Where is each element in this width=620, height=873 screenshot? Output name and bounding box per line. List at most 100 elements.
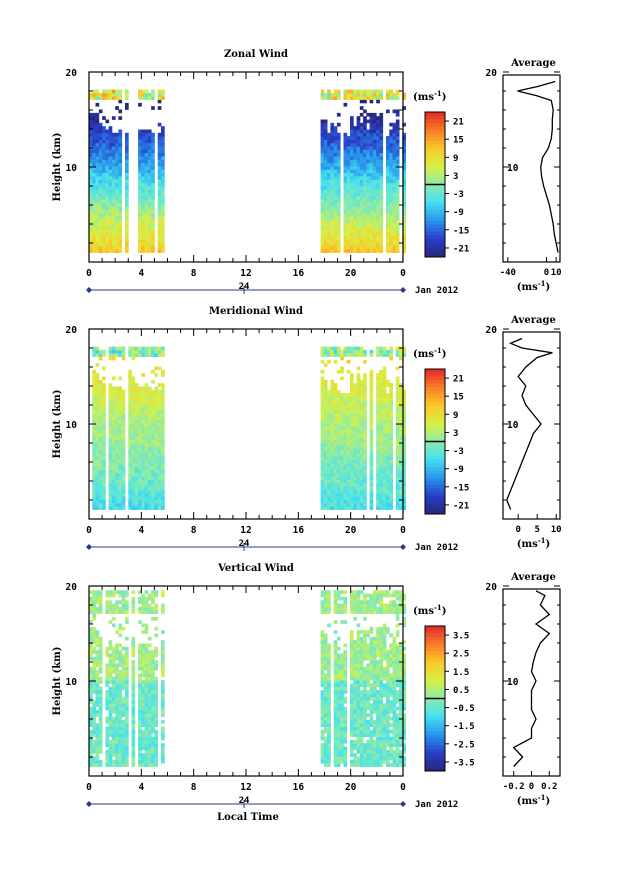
heatmap-cell [141, 492, 145, 497]
heatmap-cell [108, 212, 113, 217]
heatmap-cell [333, 359, 338, 364]
heatmap-cell [144, 469, 149, 474]
heatmap-cell [327, 759, 331, 764]
heatmap-cell [350, 232, 354, 237]
heatmap-cell [89, 683, 93, 688]
heatmap-cell [161, 753, 165, 757]
heatmap-cell [118, 590, 123, 594]
heatmap-cell [128, 502, 132, 507]
profile-y-tick-label: 10 [507, 420, 519, 431]
heatmap-cell [359, 479, 364, 484]
heatmap-cell [343, 676, 348, 681]
heatmap-cell [320, 482, 325, 487]
heatmap-cell [105, 209, 110, 213]
heatmap-cell [376, 389, 380, 394]
heatmap-cell [379, 349, 384, 354]
heatmap-cell [111, 433, 116, 437]
heatmap-cell [121, 476, 126, 480]
heatmap-cell [102, 96, 106, 100]
heatmap-cell [376, 176, 380, 180]
heatmap-cell [98, 156, 103, 160]
heatmap-cell [395, 139, 400, 144]
heatmap-cell [125, 102, 129, 107]
heatmap-cell [118, 166, 123, 170]
heatmap-cell [320, 139, 325, 144]
heatmap-cell [333, 759, 338, 764]
heatmap-cell [346, 182, 351, 187]
heatmap-cell [125, 670, 129, 674]
heatmap-cell [340, 369, 344, 374]
heatmap-cell [336, 683, 341, 688]
heatmap-cell [161, 670, 165, 674]
heatmap-cell [323, 186, 328, 190]
heatmap-cell [108, 229, 113, 233]
heatmap-cell [115, 680, 119, 684]
heatmap-cell [343, 149, 348, 154]
heatmap-cell [330, 176, 335, 180]
heatmap-cell [323, 245, 328, 250]
heatmap-cell [128, 403, 132, 407]
heatmap-cell [151, 600, 155, 604]
heatmap-cell [92, 486, 96, 490]
heatmap-cell [336, 96, 341, 100]
heatmap-cell [144, 409, 149, 414]
heatmap-cell [125, 212, 129, 217]
heatmap-cell [147, 439, 152, 444]
heatmap-cell [92, 159, 96, 164]
heatmap-cell [346, 349, 351, 354]
heatmap-cell [92, 763, 96, 767]
heatmap-cell [379, 215, 384, 220]
heatmap-cell [359, 399, 364, 404]
heatmap-cell [369, 149, 374, 154]
heatmap-cell [98, 703, 103, 707]
heatmap-cell [121, 486, 126, 490]
heatmap-cell [115, 696, 119, 701]
heatmap-cell [118, 433, 123, 437]
colorbar-tick-label: 9 [453, 411, 458, 421]
heatmap-cell [138, 179, 142, 184]
heatmap-cell [131, 643, 136, 648]
heatmap-cell [320, 456, 325, 460]
heatmap-cell [151, 696, 155, 701]
heatmap-cell [151, 700, 155, 704]
heatmap-cell [134, 492, 139, 497]
heatmap-cell [363, 235, 367, 240]
heatmap-cell [379, 413, 384, 417]
heatmap-cell [395, 129, 400, 134]
heatmap-cell [359, 199, 364, 203]
heatmap-cell [115, 656, 119, 661]
heatmap-cell [336, 763, 341, 767]
heatmap-cell [402, 416, 406, 421]
colorbar-segment [425, 394, 445, 399]
heatmap-cell [151, 729, 155, 734]
heatmap-cell [369, 459, 374, 464]
heatmap-cell [141, 245, 145, 250]
heatmap-cell [144, 159, 149, 164]
heatmap-cell [395, 423, 400, 427]
heatmap-cell [382, 383, 387, 387]
heatmap-cell [395, 446, 400, 450]
heatmap-cell [346, 436, 351, 441]
heatmap-cell [95, 162, 100, 167]
heatmap-cell [320, 215, 325, 220]
heatmap-cell [395, 92, 400, 97]
heatmap-cell [336, 369, 341, 374]
heatmap-cell [330, 239, 335, 243]
heatmap-cell [320, 176, 325, 180]
heatmap-cell [144, 590, 149, 594]
heatmap-cell [343, 729, 348, 734]
heatmap-cell [98, 146, 103, 150]
heatmap-cell [92, 743, 96, 747]
heatmap-cell [363, 423, 367, 427]
heatmap-cell [131, 663, 136, 668]
heatmap-cell [363, 182, 367, 187]
heatmap-cell [399, 393, 403, 397]
heatmap-cell [92, 202, 96, 207]
heatmap-cell [323, 492, 328, 497]
heatmap-cell [359, 166, 364, 170]
heatmap-cell [336, 156, 341, 160]
heatmap-cell [105, 670, 110, 674]
heatmap-cell [382, 439, 387, 444]
heatmap-cell [111, 209, 116, 213]
heatmap-cell [134, 472, 139, 477]
